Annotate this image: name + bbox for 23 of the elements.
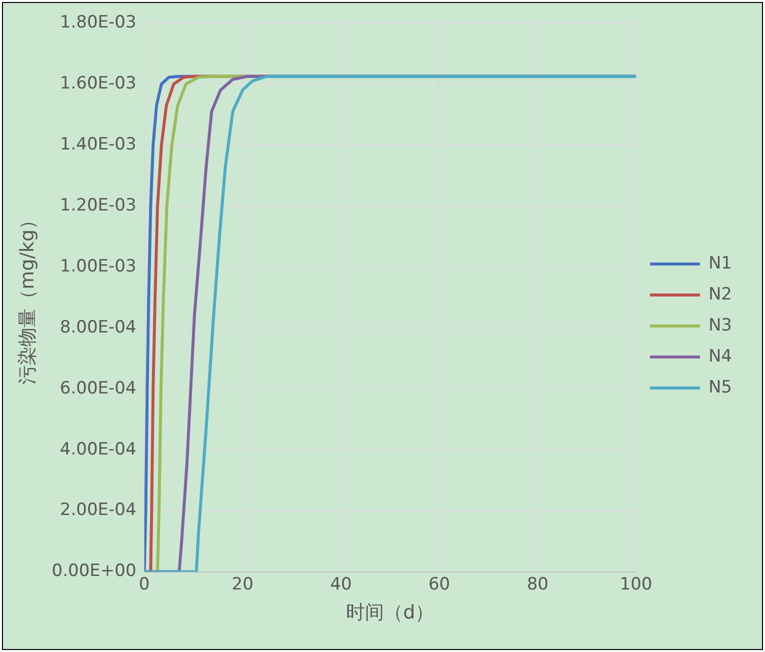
legend-label: N4 <box>708 346 732 366</box>
legend-label: N2 <box>708 284 732 304</box>
y-tick-label: 1.40E-03 <box>60 134 136 154</box>
y-tick-label: 1.60E-03 <box>60 73 136 94</box>
y-axis-title: 污染物量（mg/kg） <box>16 210 38 384</box>
x-tick-label: 100 <box>620 574 652 594</box>
y-tick-label: 6.00E-04 <box>60 378 136 398</box>
x-tick-label: 60 <box>428 574 450 594</box>
x-tick-label: 40 <box>330 574 352 594</box>
legend-label: N1 <box>708 253 732 274</box>
x-tick-label: 20 <box>232 574 254 594</box>
legend-label: N3 <box>708 315 732 336</box>
y-tick-label: 8.00E-04 <box>60 317 136 338</box>
y-tick-label: 0.00E+00 <box>52 561 136 582</box>
y-tick-label: 4.00E-04 <box>60 439 136 460</box>
x-tick-label: 0 <box>138 574 150 594</box>
y-tick-label: 2.00E-04 <box>60 500 136 520</box>
legend-label: N5 <box>708 377 732 398</box>
y-tick-label: 1.80E-03 <box>60 12 136 32</box>
x-tick-label: 80 <box>526 574 548 594</box>
y-tick-label: 1.00E-03 <box>60 256 136 276</box>
y-tick-label: 1.20E-03 <box>60 195 136 216</box>
x-axis-title: 时间（d） <box>346 602 434 624</box>
